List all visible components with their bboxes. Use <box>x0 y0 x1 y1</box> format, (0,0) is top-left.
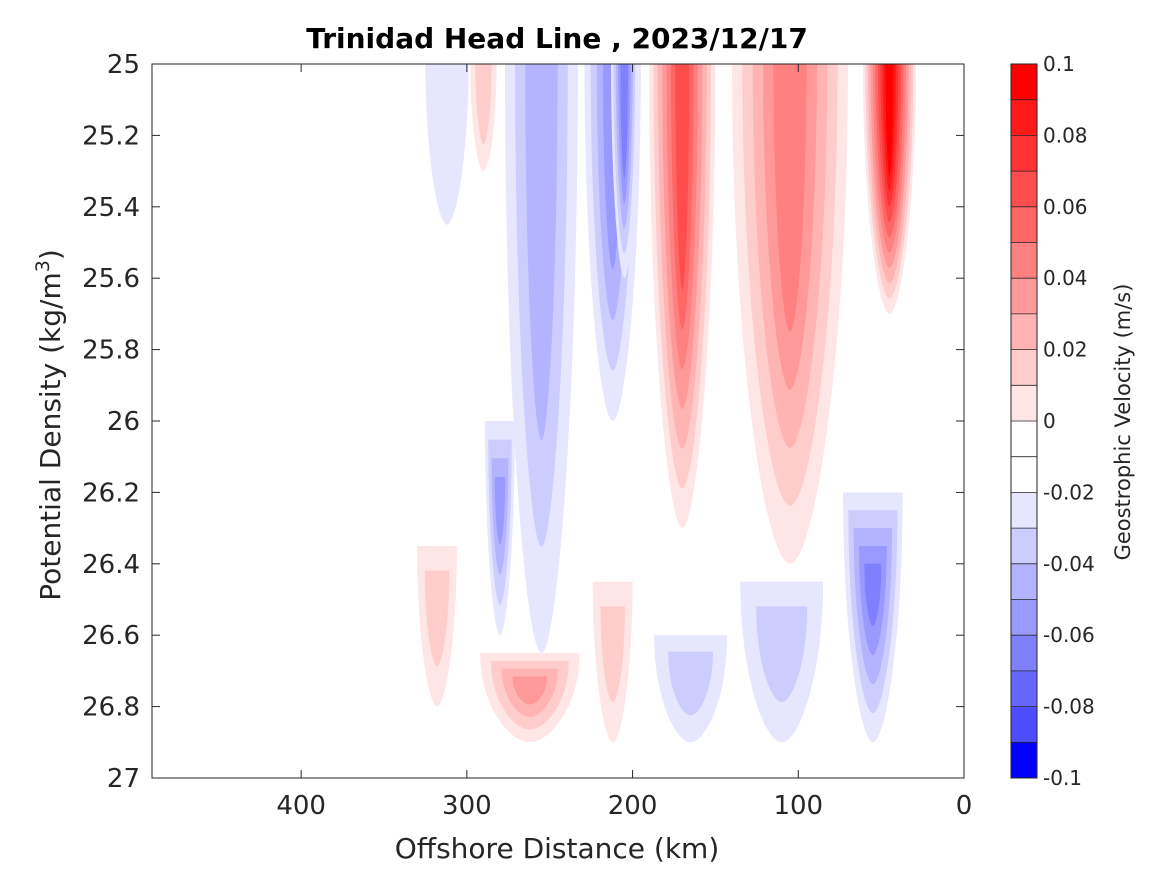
colorbar-swatch <box>1011 599 1037 636</box>
colorbar-swatch <box>1011 278 1037 314</box>
contour-level-negative-deep-coast <box>864 563 882 627</box>
contour-level-positive-jet-45km <box>885 64 894 176</box>
x-tick-label: 400 <box>276 791 326 821</box>
y-axis: 25 25.2 25.4 25.6 25.8 26 26.2 26.4 26.6 26.8 27 <box>82 50 964 794</box>
colorbar-swatch <box>1011 706 1037 743</box>
y-axis-label-superscript: 3 <box>32 260 54 272</box>
x-tick-label: 200 <box>608 791 658 821</box>
colorbar-swatch <box>1011 135 1037 172</box>
colorbar-swatch <box>1011 242 1037 279</box>
colorbar-tick-label: 0.1 <box>1043 52 1075 76</box>
y-tick-label: 25.8 <box>82 336 140 366</box>
colorbar-swatch <box>1011 563 1037 600</box>
colorbar <box>1010 63 1038 779</box>
y-tick-label: 27 <box>107 764 140 794</box>
colorbar-tick-label: 0.08 <box>1043 123 1088 147</box>
contour-level-negative-deep-170km <box>668 651 714 716</box>
contour-level-negative-band-255km <box>525 64 558 441</box>
x-axis: 400 300 200 100 0 <box>276 64 972 821</box>
colorbar-tick-label: 0.06 <box>1043 195 1088 219</box>
x-tick-label: 0 <box>956 791 973 821</box>
colorbar-ticks: 0.1 0.08 0.06 0.04 0.02 0 -0.02 -0.04 -0.06 -0.08… <box>1043 52 1095 790</box>
colorbar-swatch <box>1011 670 1037 707</box>
colorbar-swatch <box>1011 206 1037 243</box>
colorbar-tick-label: 0.04 <box>1043 266 1088 290</box>
contour-level-positive-jet-170km <box>675 64 690 290</box>
y-tick-label: 26 <box>107 407 140 437</box>
colorbar-tick-label: -0.08 <box>1043 695 1095 719</box>
y-tick-label: 25 <box>107 50 140 80</box>
colorbar-frame <box>1010 63 1038 779</box>
colorbar-tick-label: 0 <box>1043 409 1056 433</box>
contour-level-negative-core-280km <box>494 476 506 545</box>
contour-level-positive-deep-320km <box>424 570 450 667</box>
colorbar-swatch <box>1011 171 1037 207</box>
contour-level-positive-band-100km <box>773 64 807 332</box>
colorbar-tick-label: -0.1 <box>1043 766 1082 790</box>
colorbar-swatch <box>1011 742 1037 778</box>
y-axis-label: Potential Density (kg/m3) <box>32 249 67 601</box>
colorbar-swatch <box>1011 492 1037 529</box>
colorbar-swatch <box>1011 64 1037 100</box>
x-axis-label: Offshore Distance (km) <box>395 832 720 865</box>
colorbar-tick-label: -0.02 <box>1043 480 1095 504</box>
colorbar-swatch <box>1011 99 1037 136</box>
y-tick-label: 25.6 <box>82 264 140 294</box>
contour-level-negative-core-205km <box>620 64 629 179</box>
chart-title: Trinidad Head Line , 2023/12/17 <box>306 22 808 55</box>
contour-level-positive-deep-210km <box>600 606 625 703</box>
contour-field <box>417 64 916 743</box>
x-tick-label: 100 <box>773 791 823 821</box>
colorbar-swatch <box>1011 456 1037 493</box>
y-tick-label: 26.2 <box>82 478 140 508</box>
y-tick-label: 25.4 <box>82 193 140 223</box>
y-tick-label: 26.8 <box>82 693 140 723</box>
colorbar-tick-label: -0.04 <box>1043 552 1095 576</box>
colorbar-tick-label: 0.02 <box>1043 338 1088 362</box>
y-axis-label-main: Potential Density (kg/m <box>34 272 67 601</box>
contour-level-negative-band-310km <box>425 64 469 225</box>
y-axis-label-close: ) <box>34 249 67 260</box>
x-tick-label: 300 <box>442 791 492 821</box>
contour-level-negative-deep-100km <box>756 606 808 703</box>
colorbar-swatch <box>1011 313 1037 350</box>
colorbar-swatch <box>1011 635 1037 671</box>
colorbar-swatch <box>1011 349 1037 386</box>
contour-level-positive-deep-260km <box>512 676 548 705</box>
colorbar-label: Geostrophic Velocity (m/s) <box>1111 284 1135 561</box>
colorbar-tick-label: -0.06 <box>1043 623 1095 647</box>
y-tick-label: 25.2 <box>82 121 140 151</box>
colorbar-swatch <box>1011 528 1037 564</box>
y-tick-label: 26.4 <box>82 550 140 580</box>
colorbar-swatch <box>1011 421 1037 457</box>
colorbar-swatch <box>1011 385 1037 421</box>
y-tick-label: 26.6 <box>82 621 140 651</box>
contour-level-positive-band-290km <box>475 64 492 145</box>
